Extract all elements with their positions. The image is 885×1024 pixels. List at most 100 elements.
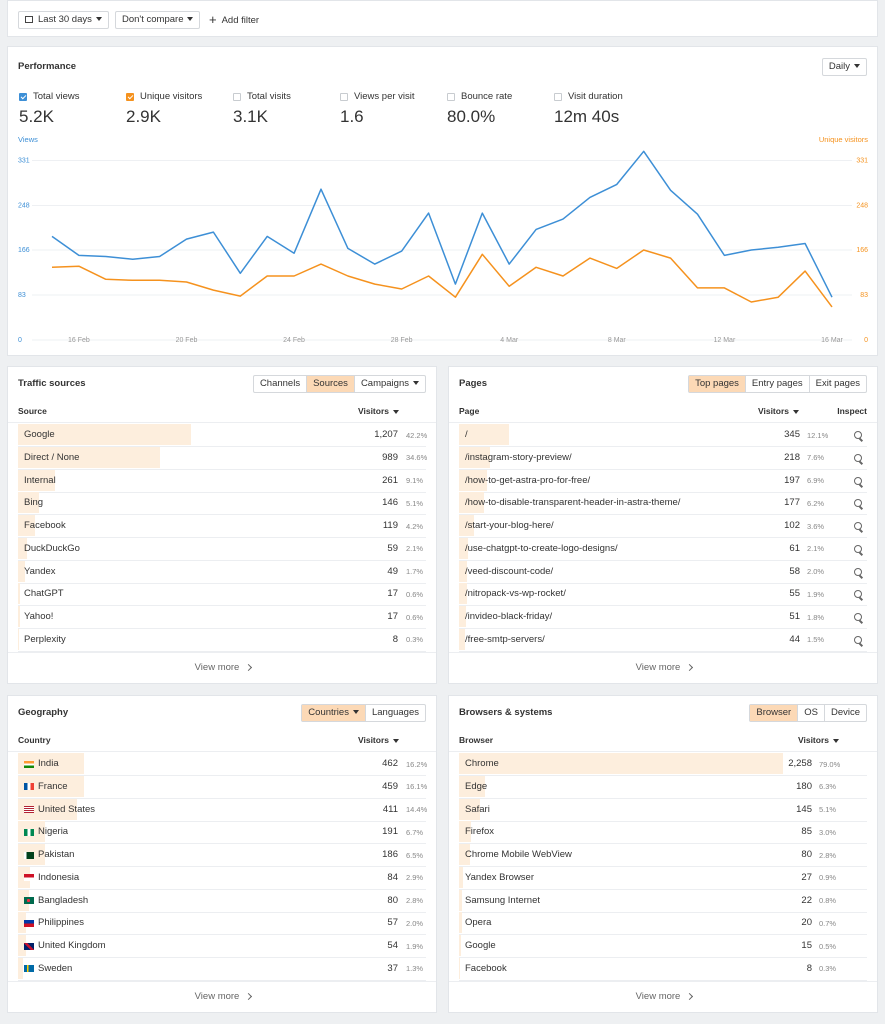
- row-visitors: 49: [387, 565, 398, 577]
- y2-tick-label: 331: [856, 157, 868, 164]
- row-name[interactable]: Internal: [24, 474, 56, 486]
- metric-checkbox[interactable]: [233, 93, 241, 101]
- tab[interactable]: Languages: [364, 705, 425, 721]
- row-name[interactable]: Direct / None: [24, 451, 80, 463]
- sep: [18, 820, 426, 822]
- row-name[interactable]: /: [465, 429, 468, 440]
- row-name[interactable]: /free-smtp-servers/: [465, 633, 545, 645]
- column-header-sort[interactable]: Visitors: [798, 735, 839, 745]
- inspect-icon[interactable]: [854, 499, 863, 511]
- row-name[interactable]: /invideo-black-friday/: [465, 611, 553, 622]
- row-name[interactable]: Samsung Internet: [465, 894, 540, 906]
- view-more[interactable]: View more: [449, 662, 879, 673]
- row-name[interactable]: Bangladesh: [38, 894, 89, 906]
- tab[interactable]: Top pages: [689, 376, 745, 392]
- metric-checkbox[interactable]: [340, 93, 348, 101]
- tab[interactable]: Campaigns: [353, 376, 425, 392]
- row-name[interactable]: Bing: [24, 497, 44, 509]
- row-name[interactable]: /instagram-story-preview/: [465, 451, 572, 463]
- share-bar: [459, 753, 783, 774]
- view-more[interactable]: View more: [8, 662, 438, 673]
- row-visitors: 22: [801, 894, 812, 906]
- inspect-icon[interactable]: [854, 453, 863, 465]
- share-bar: [459, 560, 468, 582]
- row-name[interactable]: Facebook: [24, 520, 66, 531]
- inspect-handle: [858, 529, 863, 533]
- row-name[interactable]: Indonesia: [38, 871, 80, 883]
- row-name[interactable]: /veed-discount-code/: [465, 565, 554, 577]
- row-name[interactable]: United States: [38, 803, 96, 815]
- row-name[interactable]: Edge: [465, 780, 488, 792]
- row-name[interactable]: Opera: [465, 917, 492, 929]
- view-more-label: View more: [194, 991, 240, 1002]
- column-header-sort[interactable]: Visitors: [358, 735, 399, 745]
- row-name[interactable]: DuckDuckGo: [24, 542, 80, 554]
- metric-checkbox[interactable]: [447, 93, 455, 101]
- metric-checkbox[interactable]: [19, 93, 27, 101]
- row-name[interactable]: France: [38, 780, 68, 792]
- inspect-icon[interactable]: [854, 590, 863, 602]
- column-header-sort[interactable]: Visitors: [358, 406, 399, 416]
- row-name[interactable]: /start-your-blog-here/: [465, 520, 554, 531]
- row-share: 2.8%: [406, 896, 424, 905]
- date-range-button[interactable]: Last 30 days: [18, 11, 109, 29]
- row-name[interactable]: Google: [465, 940, 496, 951]
- row-visitors: 102: [784, 520, 800, 531]
- row-name[interactable]: Perplexity: [24, 633, 66, 645]
- sep: [18, 582, 426, 584]
- interval-button[interactable]: Daily: [821, 58, 867, 76]
- row-name[interactable]: ChatGPT: [24, 588, 64, 600]
- row-name[interactable]: Chrome Mobile WebView: [465, 849, 572, 860]
- inspect-icon[interactable]: [854, 635, 863, 647]
- tab[interactable]: Countries: [302, 705, 365, 721]
- tab[interactable]: Device: [823, 705, 866, 721]
- inspect-handle: [858, 438, 863, 442]
- share-bar: [18, 537, 27, 559]
- row-name[interactable]: Pakistan: [38, 849, 75, 860]
- share-bar: [18, 957, 24, 979]
- share-bar: [18, 628, 20, 650]
- view-more[interactable]: View more: [449, 991, 879, 1002]
- row-name[interactable]: United Kingdom: [38, 940, 106, 951]
- tab[interactable]: Channels: [254, 376, 306, 392]
- row-name[interactable]: India: [38, 758, 59, 769]
- tab-label: OS: [804, 707, 818, 718]
- y-tick-label: 83: [18, 292, 26, 299]
- tab[interactable]: Browser: [750, 705, 798, 721]
- row-name[interactable]: Chrome: [465, 758, 499, 769]
- view-more[interactable]: View more: [8, 991, 438, 1002]
- row-visitors: 61: [789, 542, 800, 554]
- inspect-icon[interactable]: [854, 476, 863, 488]
- sep: [18, 537, 426, 538]
- row-name[interactable]: Google: [24, 429, 55, 440]
- tab[interactable]: Entry pages: [744, 376, 809, 392]
- row-name[interactable]: /use-chatgpt-to-create-logo-designs/: [465, 542, 618, 554]
- row-visitors: 177: [784, 497, 800, 509]
- column-header-sort[interactable]: Visitors: [758, 406, 799, 416]
- row-name[interactable]: /how-to-get-astra-pro-for-free/: [465, 474, 591, 486]
- row-name[interactable]: Yandex Browser: [465, 871, 534, 883]
- tab[interactable]: Exit pages: [808, 376, 866, 392]
- row-name[interactable]: Nigeria: [38, 826, 69, 838]
- compare-button[interactable]: Don't compare: [115, 11, 201, 29]
- metric-checkbox[interactable]: [126, 93, 134, 101]
- inspect-icon[interactable]: [854, 613, 863, 624]
- row-name[interactable]: Philippines: [38, 917, 84, 929]
- row-name[interactable]: Yandex: [24, 565, 56, 577]
- row-name[interactable]: /nitropack-vs-wp-rocket/: [465, 588, 566, 600]
- row-name[interactable]: Yahoo!: [24, 611, 54, 622]
- tab[interactable]: Sources: [306, 376, 354, 392]
- row-name[interactable]: /how-to-disable-transparent-header-in-as…: [465, 497, 681, 509]
- row-name[interactable]: Firefox: [465, 826, 495, 838]
- add-filter[interactable]: + Add filter: [209, 12, 260, 27]
- inspect-icon[interactable]: [854, 567, 863, 579]
- inspect-icon[interactable]: [854, 522, 863, 533]
- tab[interactable]: OS: [797, 705, 824, 721]
- row-name[interactable]: Sweden: [38, 962, 73, 974]
- inspect-icon[interactable]: [854, 544, 863, 556]
- inspect-icon[interactable]: [854, 431, 863, 442]
- row-name[interactable]: Facebook: [465, 962, 507, 974]
- row-name[interactable]: Safari: [465, 803, 490, 815]
- sep: [459, 537, 867, 538]
- metric-checkbox[interactable]: [554, 93, 562, 101]
